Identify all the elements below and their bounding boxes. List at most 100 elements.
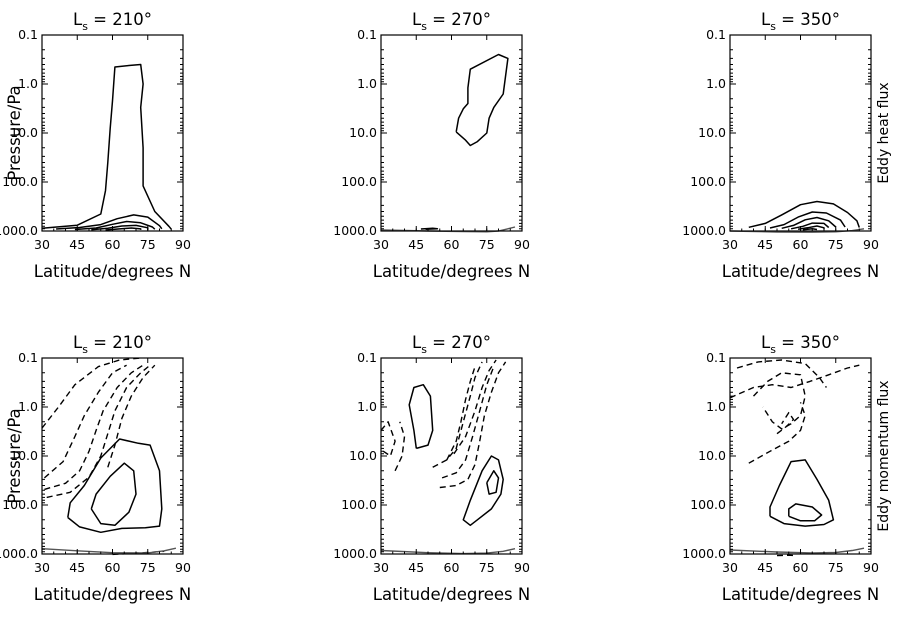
x-tick-label: 90 [863, 237, 879, 252]
y-axis-label: Pressure/Pa [5, 408, 24, 503]
x-tick-label: 90 [175, 560, 191, 575]
contour-line-1 [56, 214, 163, 230]
y-tick-label: 10.0 [698, 448, 726, 463]
plot-frame [380, 357, 523, 555]
x-tick-label: 60 [105, 237, 121, 252]
y-tick-label: 1000.0 [682, 546, 726, 561]
y-tick-label: 1.0 [706, 76, 726, 91]
y-tick-label: 0.1 [18, 27, 38, 42]
y-tick-label: 0.1 [18, 350, 38, 365]
x-tick-label: 75 [479, 237, 495, 252]
contour-line-5 [769, 459, 835, 527]
row-label: Eddy momentum flux [876, 380, 892, 531]
x-tick-label: 90 [514, 237, 530, 252]
y-tick-label: 1000.0 [333, 546, 377, 561]
contour-line-1 [736, 359, 827, 388]
x-tick-label: 90 [863, 560, 879, 575]
x-tick-label: 45 [69, 237, 85, 252]
contour-line-5 [802, 228, 818, 231]
contour-line-0 [41, 357, 141, 429]
contour-line-3 [46, 364, 151, 499]
contour-line-3 [380, 421, 396, 457]
plot-frame [380, 34, 523, 232]
y-tick-label: 1000.0 [0, 223, 38, 238]
panel-title: Ls = 210° [73, 10, 152, 33]
contour-line-10 [380, 548, 516, 555]
y-tick-label: 0.1 [706, 350, 726, 365]
contour-line-4 [105, 227, 142, 231]
panel-r0-c1: 30 45 60 75 90 0.1 1.0 10.0 100.0 1000.0 Latitude/… [333, 10, 530, 281]
panel-title: Ls = 270° [412, 10, 491, 33]
y-tick-label: 1.0 [18, 76, 38, 91]
contour-line-4 [797, 225, 825, 230]
x-tick-label: 30 [34, 237, 50, 252]
contour-line-8 [729, 547, 865, 554]
contour-line-2 [74, 220, 156, 231]
y-tick-label: 10.0 [349, 448, 377, 463]
contour-line-8 [41, 547, 177, 554]
contour-line-6 [90, 462, 137, 527]
y-tick-label: 0.1 [357, 27, 377, 42]
x-tick-label: 60 [444, 237, 460, 252]
y-tick-label: 100.0 [690, 497, 726, 512]
contour-line-2 [781, 216, 837, 230]
x-axis-label: Latitude/degrees N [373, 585, 530, 604]
contour-line-6 [788, 503, 823, 522]
x-tick-label: 90 [175, 237, 191, 252]
y-tick-label: 10.0 [698, 125, 726, 140]
y-tick-label: 10.0 [10, 125, 38, 140]
y-tick-label: 0.1 [706, 27, 726, 42]
panel-title: Ls = 350° [761, 333, 840, 356]
contour-line-3 [776, 411, 795, 435]
contour-line-1 [420, 227, 439, 230]
contour-line-5 [67, 438, 163, 534]
x-tick-label: 75 [479, 560, 495, 575]
y-tick-label: 1000.0 [682, 223, 726, 238]
y-tick-label: 1.0 [357, 76, 377, 91]
y-tick-label: 1.0 [706, 399, 726, 414]
contour-line-1 [43, 364, 127, 479]
x-tick-label: 45 [408, 560, 424, 575]
y-tick-label: 10.0 [10, 448, 38, 463]
contour-line-0 [455, 53, 509, 147]
y-tick-label: 100.0 [2, 174, 38, 189]
contour-line-6 [729, 228, 865, 233]
x-tick-label: 90 [514, 560, 530, 575]
y-tick-label: 1.0 [18, 399, 38, 414]
panel-r0-c2: 30 45 60 75 90 0.1 1.0 10.0 100.0 1000.0 Latitude/… [682, 10, 879, 281]
contour-line-0 [729, 364, 860, 399]
y-tick-label: 1000.0 [333, 223, 377, 238]
panel-r1-c0: 30 45 60 75 90 0.1 1.0 10.0 100.0 1000.0 Latitude/… [0, 333, 191, 604]
x-axis-label: Latitude/degrees N [34, 262, 191, 281]
plot-frame [729, 34, 872, 232]
y-tick-label: 10.0 [349, 125, 377, 140]
panel-title: Ls = 270° [412, 333, 491, 356]
contour-line-2 [44, 363, 146, 491]
x-axis-label: Latitude/degrees N [722, 585, 879, 604]
contour-line-2 [486, 470, 500, 495]
panel-title: Ls = 210° [73, 333, 152, 356]
y-tick-label: 100.0 [341, 174, 377, 189]
contour-line-8 [446, 366, 476, 461]
x-tick-label: 60 [793, 560, 809, 575]
x-tick-label: 75 [140, 560, 156, 575]
contour-line-4 [748, 402, 806, 464]
plot-frame [729, 357, 872, 555]
x-tick-label: 45 [757, 237, 773, 252]
panel-title: Ls = 350° [761, 10, 840, 33]
x-axis-label: Latitude/degrees N [34, 585, 191, 604]
y-axis-label: Pressure/Pa [5, 85, 24, 180]
contour-line-7 [439, 361, 507, 489]
y-tick-label: 100.0 [341, 497, 377, 512]
panel-r0-c0: 30 45 60 75 90 0.1 1.0 10.0 100.0 1000.0 Latitude/… [0, 10, 191, 281]
y-tick-label: 100.0 [2, 497, 38, 512]
panel-r1-c2: 30 45 60 75 90 0.1 1.0 10.0 100.0 1000.0 Latitude/… [682, 333, 879, 604]
contour-line-0 [41, 63, 172, 230]
x-tick-label: 75 [828, 560, 844, 575]
contour-line-2 [752, 372, 806, 430]
plot-frame [41, 34, 184, 232]
x-tick-label: 75 [140, 237, 156, 252]
contour-line-6 [441, 366, 495, 479]
contour-line-9 [453, 359, 497, 455]
y-tick-label: 100.0 [690, 174, 726, 189]
